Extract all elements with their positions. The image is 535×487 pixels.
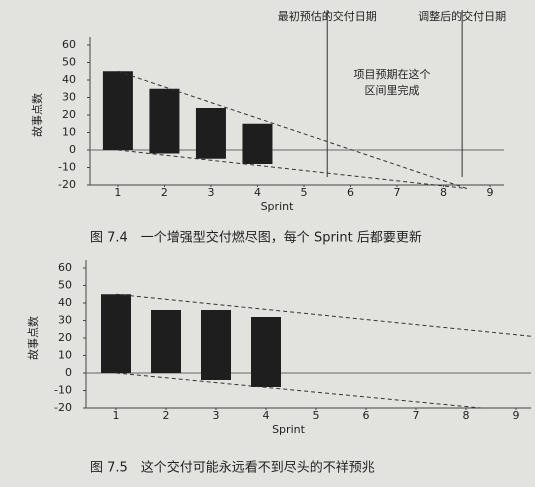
bar bbox=[195, 108, 226, 159]
y-tick-label: 10 bbox=[58, 349, 72, 362]
y-tick-label: 20 bbox=[58, 331, 72, 344]
bar bbox=[201, 310, 231, 380]
marker-label: 最初预估的交付日期 bbox=[278, 9, 377, 23]
bar bbox=[151, 310, 181, 373]
y-tick-label: 60 bbox=[58, 261, 72, 274]
y-tick-label: -10 bbox=[54, 384, 72, 397]
y-tick-label: 30 bbox=[62, 91, 76, 104]
y-tick-label: 60 bbox=[62, 38, 76, 51]
y-tick-label: 40 bbox=[62, 73, 76, 86]
x-tick-label: 1 bbox=[114, 186, 121, 199]
bar bbox=[242, 123, 273, 164]
marker-label: 调整后的交付日期 bbox=[418, 9, 506, 23]
x-tick-label: 2 bbox=[161, 186, 168, 199]
x-tick-label: 8 bbox=[463, 409, 470, 422]
y-tick-label: 20 bbox=[62, 108, 76, 121]
bar bbox=[251, 317, 281, 387]
y-tick-label: 0 bbox=[65, 366, 72, 379]
y-axis-label: 故事点数 bbox=[30, 93, 44, 137]
x-tick-label: 6 bbox=[363, 409, 370, 422]
x-tick-label: 2 bbox=[163, 409, 170, 422]
y-tick-label: 0 bbox=[69, 143, 76, 156]
x-tick-label: 3 bbox=[213, 409, 220, 422]
y-tick-label: 40 bbox=[58, 296, 72, 309]
x-tick-label: 1 bbox=[113, 409, 120, 422]
x-tick-label: 6 bbox=[347, 186, 354, 199]
annotation: 区间里完成 bbox=[365, 83, 420, 97]
caption: 图 7.4 一个增强型交付燃尽图，每个 Sprint 后都要更新 bbox=[90, 230, 422, 246]
x-tick-label: 7 bbox=[413, 409, 420, 422]
x-axis-label: Sprint bbox=[272, 423, 306, 436]
x-tick-label: 7 bbox=[394, 186, 401, 199]
y-tick-label: -20 bbox=[58, 178, 76, 191]
x-tick-label: 3 bbox=[207, 186, 214, 199]
bar bbox=[102, 71, 133, 150]
x-tick-label: 8 bbox=[440, 186, 447, 199]
x-tick-label: 9 bbox=[487, 186, 494, 199]
y-tick-label: -10 bbox=[58, 161, 76, 174]
x-tick-label: 9 bbox=[513, 409, 520, 422]
trend-line bbox=[117, 149, 467, 189]
bar bbox=[101, 294, 131, 373]
x-tick-label: 5 bbox=[313, 409, 320, 422]
x-tick-label: 4 bbox=[263, 409, 270, 422]
y-tick-label: 50 bbox=[62, 56, 76, 69]
x-axis-label: Sprint bbox=[261, 200, 295, 213]
y-tick-label: 50 bbox=[58, 279, 72, 292]
x-tick-label: 5 bbox=[300, 186, 307, 199]
y-tick-label: 10 bbox=[62, 126, 76, 139]
x-tick-label: 4 bbox=[254, 186, 261, 199]
trend-line bbox=[115, 372, 482, 409]
caption: 图 7.5 这个交付可能永远看不到尽头的不祥预兆 bbox=[90, 460, 375, 476]
y-tick-label: -20 bbox=[54, 401, 72, 414]
trend-line bbox=[117, 70, 467, 189]
y-tick-label: 30 bbox=[58, 314, 72, 327]
y-axis-label: 故事点数 bbox=[26, 316, 40, 360]
annotation: 项目预期在这个 bbox=[354, 67, 431, 81]
bar bbox=[149, 88, 180, 154]
